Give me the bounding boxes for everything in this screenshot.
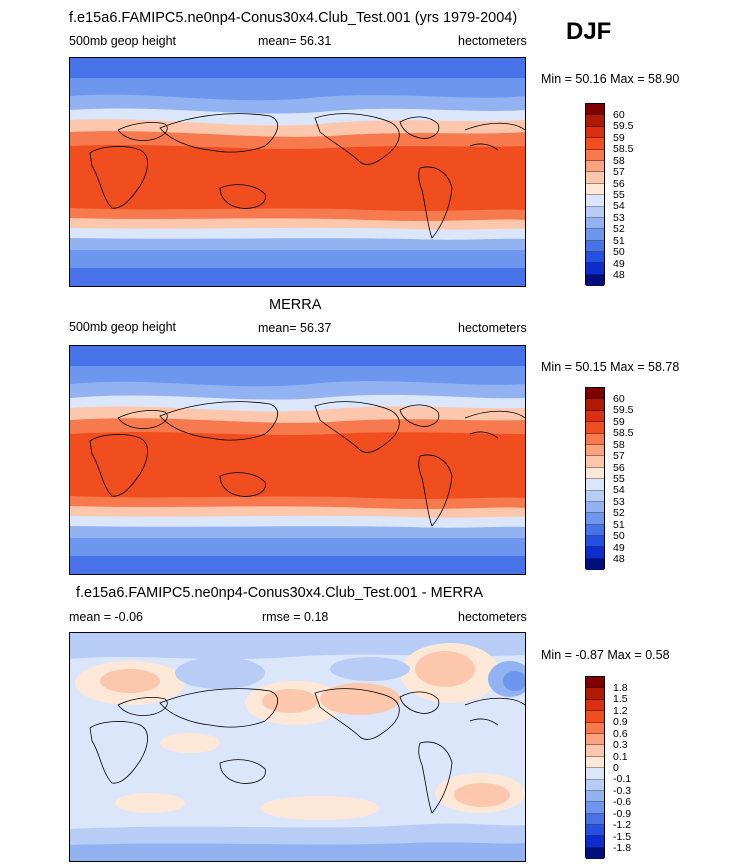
- colorbar-tick: 0.1: [613, 751, 628, 763]
- panel3-units-label: hectometers: [458, 610, 527, 624]
- colorbar-tick: 1.8: [613, 682, 628, 694]
- panel3-title: f.e15a6.FAMIPC5.ne0np4-Conus30x4.Club_Te…: [76, 585, 484, 601]
- colorbar-tick: 57: [613, 450, 625, 462]
- panel2-mean-label: mean= 56.37: [258, 321, 332, 335]
- colorbar-tick: 54: [613, 484, 625, 496]
- panel3-map-svg: [70, 633, 525, 861]
- panel3-mean-label: mean = -0.06: [69, 610, 144, 624]
- panel1-minmax: Min = 50.16 Max = 58.90: [541, 72, 680, 86]
- panel2-variable-label: 500mb geop height: [69, 320, 177, 334]
- colorbar-tick: 52: [613, 507, 625, 519]
- panel1-map-svg: [70, 58, 525, 286]
- colorbar-tick: 50: [613, 530, 625, 542]
- colorbar-tick: 60: [613, 109, 625, 121]
- panel1-map: [69, 57, 526, 287]
- colorbar-tick: 1.5: [613, 693, 628, 705]
- colorbar-tick: -1.2: [613, 819, 632, 831]
- colorbar-tick: 1.2: [613, 705, 628, 717]
- colorbar-tick: 48: [613, 269, 625, 281]
- panel3-colorbar: [585, 676, 605, 860]
- colorbar-tick: 59: [613, 132, 625, 144]
- colorbar-tick: -1.8: [613, 842, 632, 854]
- colorbar-tick: 0.9: [613, 716, 628, 728]
- colorbar-tick: 59: [613, 416, 625, 428]
- coastlines: [89, 401, 525, 527]
- panel1-mean-label: mean= 56.31: [258, 34, 332, 48]
- colorbar-tick: 58: [613, 439, 625, 451]
- colorbar-tick: 48: [613, 553, 625, 565]
- panel1-variable-label: 500mb geop height: [69, 34, 177, 48]
- panel2-minmax: Min = 50.15 Max = 58.78: [541, 360, 680, 374]
- colorbar-tick: 0.6: [613, 728, 628, 740]
- colorbar-tick: 51: [613, 519, 625, 531]
- band-polar-s: [70, 268, 525, 286]
- colorbar-tick: 58: [613, 155, 625, 167]
- colorbar-tick: 53: [613, 496, 625, 508]
- colorbar-tick: 57: [613, 166, 625, 178]
- season-label: DJF: [566, 18, 612, 45]
- panel3-rmse-label: rmse = 0.18: [262, 610, 329, 624]
- colorbar-tick: -0.6: [613, 796, 632, 808]
- panel2-title: MERRA: [269, 297, 322, 313]
- colorbar-tick: 55: [613, 189, 625, 201]
- colorbar-tick: 0: [613, 762, 619, 774]
- colorbar-tick: 60: [613, 393, 625, 405]
- coastlines: [89, 688, 525, 814]
- panel1-colorbar: [585, 103, 605, 287]
- colorbar-tick: 59.5: [613, 404, 634, 416]
- colorbar-tick: 58.5: [613, 427, 634, 439]
- colorbar-tick: 49: [613, 542, 625, 554]
- colorbar-tick: 56: [613, 178, 625, 190]
- panel2-colorbar: [585, 387, 605, 571]
- colorbar-tick: 52: [613, 223, 625, 235]
- colorbar-tick: 55: [613, 473, 625, 485]
- colorbar-tick: 58.5: [613, 143, 634, 155]
- colorbar-tick: -0.3: [613, 785, 632, 797]
- colorbar-tick: -0.1: [613, 773, 632, 785]
- colorbar-tick: 53: [613, 212, 625, 224]
- colorbar-tick: -0.9: [613, 808, 632, 820]
- panel2-map: [69, 345, 526, 575]
- colorbar-tick: 56: [613, 462, 625, 474]
- panel3-minmax: Min = -0.87 Max = 0.58: [541, 648, 670, 662]
- coastlines: [89, 113, 525, 239]
- panel2-map-svg: [70, 346, 525, 574]
- panel1-units-label: hectometers: [458, 34, 527, 48]
- colorbar-tick: 0.3: [613, 739, 628, 751]
- colorbar-tick: 50: [613, 246, 625, 258]
- colorbar-tick: 54: [613, 200, 625, 212]
- colorbar-tick: -1.5: [613, 831, 632, 843]
- colorbar-tick: 51: [613, 235, 625, 247]
- panel1-title: f.e15a6.FAMIPC5.ne0np4-Conus30x4.Club_Te…: [69, 10, 518, 26]
- colorbar-tick: 59.5: [613, 120, 634, 132]
- colorbar-tick: 49: [613, 258, 625, 270]
- panel2-units-label: hectometers: [458, 321, 527, 335]
- panel3-map: [69, 632, 526, 862]
